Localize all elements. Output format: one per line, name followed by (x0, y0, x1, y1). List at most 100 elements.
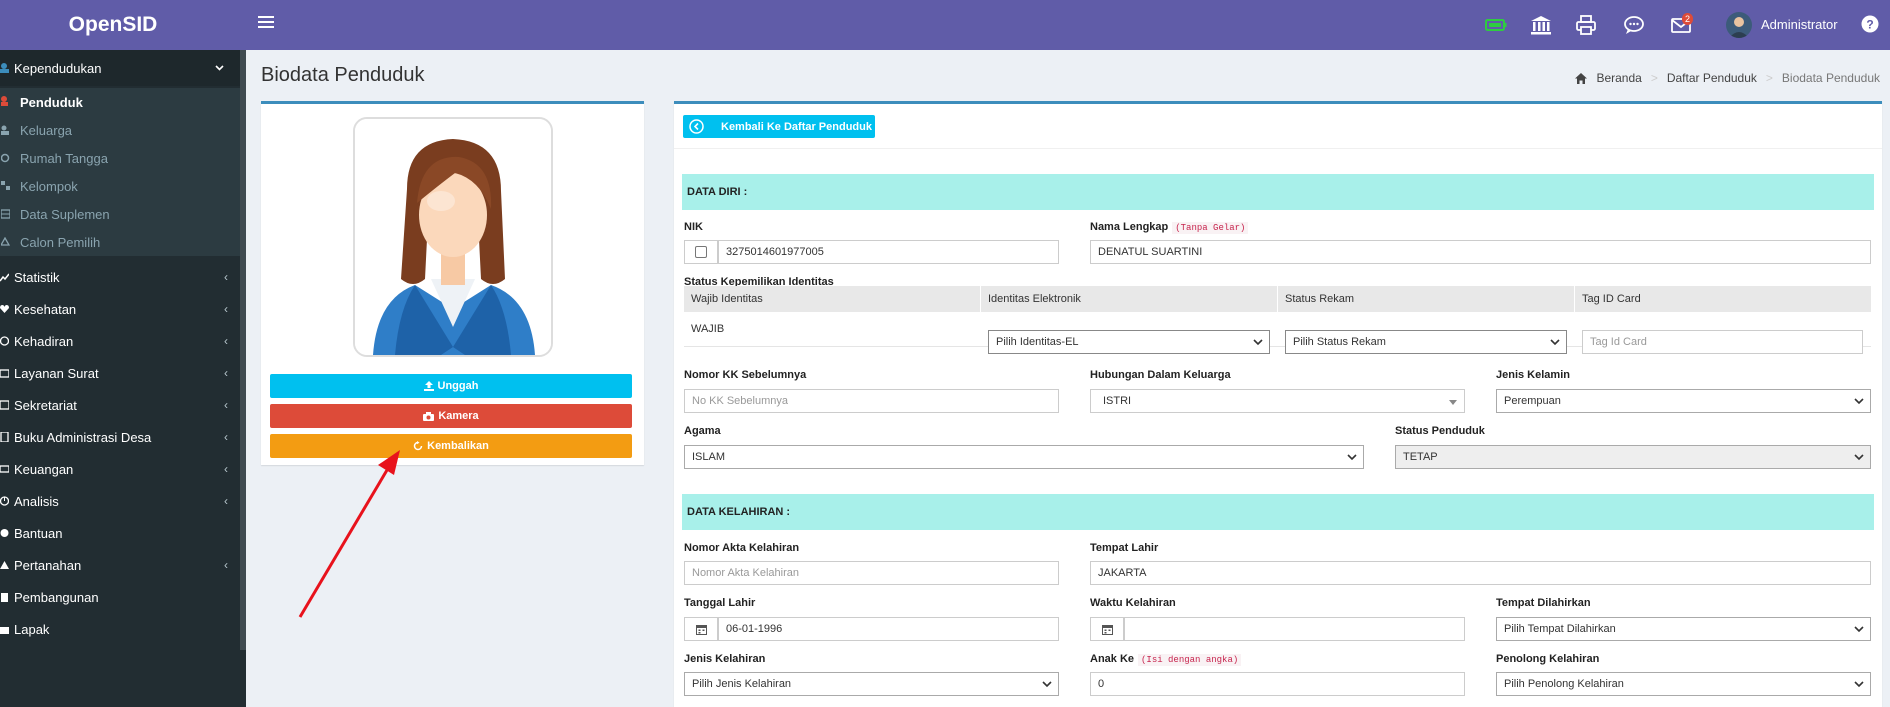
back-to-list-button[interactable]: Kembali Ke Daftar Penduduk (683, 115, 875, 138)
sidebar-item-statistik[interactable]: Statistik ‹ (0, 259, 240, 295)
full-name-label: Nama Lengkap (Tanpa Gelar) (1090, 221, 1249, 234)
child-order-label: Anak Ke (Isi dengan angka) (1090, 653, 1242, 666)
gender-label: Jenis Kelamin (1496, 369, 1570, 381)
table-header-wajib: Wajib Identitas (684, 286, 981, 312)
religion-select[interactable]: ISLAM (684, 445, 1364, 469)
gender-select[interactable]: Perempuan (1496, 389, 1871, 413)
birth-helper-select[interactable]: Pilih Penolong Kelahiran (1496, 672, 1871, 696)
chevron-left-icon: ‹ (224, 334, 228, 348)
calendar-icon (695, 624, 707, 635)
sidebar-item-calon-pemilih[interactable]: Calon Pemilih (0, 228, 240, 256)
birth-time-input[interactable] (1124, 617, 1465, 641)
birth-cert-input[interactable]: Nomor Akta Kelahiran (684, 561, 1059, 585)
family-relation-select[interactable]: ISTRI (1090, 389, 1465, 413)
caret-down-icon (1449, 400, 1457, 405)
sidebar-item-kesehatan[interactable]: Kesehatan ‹ (0, 291, 240, 327)
nik-input[interactable]: 3275014601977005 (718, 240, 1059, 264)
sidebar-item-bantuan[interactable]: Bantuan (0, 515, 240, 551)
sidebar-item-lapak[interactable]: Lapak (0, 611, 240, 647)
breadcrumb-list[interactable]: Daftar Penduduk (1666, 71, 1757, 85)
sidebar-item-keuangan[interactable]: Keuangan ‹ (0, 451, 240, 487)
nik-checkbox[interactable] (695, 246, 707, 258)
birth-type-select[interactable]: Pilih Jenis Kelahiran (684, 672, 1059, 696)
upload-photo-button[interactable]: Unggah (270, 374, 632, 398)
full-name-input[interactable]: DENATUL SUARTINI (1090, 240, 1871, 264)
birth-time-label: Waktu Kelahiran (1090, 597, 1176, 609)
resident-status-label: Status Penduduk (1395, 425, 1485, 437)
nik-checkbox-wrapper (684, 240, 718, 264)
tag-id-card-input[interactable]: Tag Id Card (1582, 330, 1863, 354)
sidebar-item-penduduk[interactable]: Penduduk (0, 88, 240, 116)
chevron-left-icon: ‹ (224, 366, 228, 380)
birth-type-label: Jenis Kelahiran (684, 653, 766, 665)
camera-button[interactable]: Kamera (270, 404, 632, 428)
birth-venue-label: Tempat Dilahirkan (1496, 597, 1591, 609)
help-icon[interactable]: ? (1861, 15, 1879, 33)
chevron-down-icon (1854, 454, 1864, 461)
form-divider (674, 148, 1882, 149)
annotation-arrow (298, 450, 400, 618)
heart-icon (0, 305, 9, 313)
user-name[interactable]: Administrator (1761, 17, 1838, 32)
prev-kk-label: Nomor KK Sebelumnya (684, 369, 807, 381)
chevron-down-icon (1854, 398, 1864, 405)
land-icon (0, 561, 9, 569)
birth-helper-label: Penolong Kelahiran (1496, 653, 1600, 665)
identitas-el-select[interactable]: Pilih Identitas-EL (988, 330, 1270, 354)
sidebar-item-kelompok[interactable]: Kelompok (0, 172, 240, 200)
refresh-icon (413, 441, 423, 451)
chevron-down-icon (1854, 681, 1864, 688)
top-navbar (246, 0, 1890, 50)
sidebar-item-buku-administrasi-desa[interactable]: Buku Administrasi Desa ‹ (0, 419, 240, 455)
reset-photo-button[interactable]: Kembalikan (270, 434, 632, 458)
sidebar-group-kependudukan[interactable]: Kependudukan (0, 50, 240, 86)
breadcrumb-separator: > (1765, 71, 1773, 85)
section-data-kelahiran: DATA KELAHIRAN : (682, 494, 1874, 530)
chevron-left-icon: ‹ (224, 398, 228, 412)
sidebar-scrollbar[interactable] (240, 50, 246, 650)
birth-cert-label: Nomor Akta Kelahiran (684, 542, 800, 554)
breadcrumb-home[interactable]: Beranda (1596, 71, 1642, 85)
birth-venue-select[interactable]: Pilih Tempat Dilahirkan (1496, 617, 1871, 641)
photo-panel: Unggah Kamera Kembalikan (261, 101, 644, 465)
sidebar-item-sekretariat[interactable]: Sekretariat ‹ (0, 387, 240, 423)
breadcrumb: Beranda > Daftar Penduduk > Biodata Pend… (1575, 71, 1880, 85)
table-header-el: Identitas Elektronik (981, 286, 1278, 312)
camera-icon (423, 411, 435, 421)
chat-icon[interactable] (1623, 14, 1645, 36)
status-rekam-select[interactable]: Pilih Status Rekam (1285, 330, 1567, 354)
sidebar-item-analisis[interactable]: Analisis ‹ (0, 483, 240, 519)
chevron-left-icon: ‹ (224, 302, 228, 316)
letter-icon (0, 369, 9, 378)
chart-icon (0, 273, 9, 282)
battery-icon[interactable] (1485, 14, 1507, 36)
menu-toggle-icon[interactable] (258, 16, 274, 31)
svg-text:?: ? (1866, 18, 1873, 32)
sidebar-item-data-suplemen[interactable]: Data Suplemen (0, 200, 240, 228)
bank-icon[interactable] (1530, 14, 1552, 36)
app-logo[interactable]: OpenSID (0, 0, 246, 50)
prev-kk-input[interactable]: No KK Sebelumnya (684, 389, 1059, 413)
sidebar-item-keluarga[interactable]: Keluarga (0, 116, 240, 144)
sidebar-item-kehadiran[interactable]: Kehadiran ‹ (0, 323, 240, 359)
table-header-tag: Tag ID Card (1575, 286, 1871, 312)
user-avatar[interactable] (1726, 12, 1752, 38)
table-divider (684, 346, 1871, 347)
family-icon (1, 125, 9, 135)
sidebar-item-layanan-surat[interactable]: Layanan Surat ‹ (0, 355, 240, 391)
chevron-left-icon: ‹ (224, 430, 228, 444)
sidebar: Kependudukan Penduduk Keluarga Rumah Tan… (0, 50, 246, 707)
shop-icon (0, 627, 9, 634)
sidebar-item-pertanahan[interactable]: Pertanahan ‹ (0, 547, 240, 583)
birthdate-input[interactable]: 06-01-1996 (718, 617, 1059, 641)
birthplace-input[interactable]: JAKARTA (1090, 561, 1871, 585)
archive-icon (0, 400, 9, 410)
print-icon[interactable] (1575, 14, 1597, 36)
child-order-input[interactable]: 0 (1090, 672, 1465, 696)
chevron-left-icon: ‹ (224, 494, 228, 508)
sidebar-item-rumah-tangga[interactable]: Rumah Tangga (0, 144, 240, 172)
chevron-left-icon: ‹ (224, 270, 228, 284)
sidebar-item-pembangunan[interactable]: Pembangunan (0, 579, 240, 615)
money-icon (0, 465, 9, 473)
users-icon (0, 63, 9, 73)
